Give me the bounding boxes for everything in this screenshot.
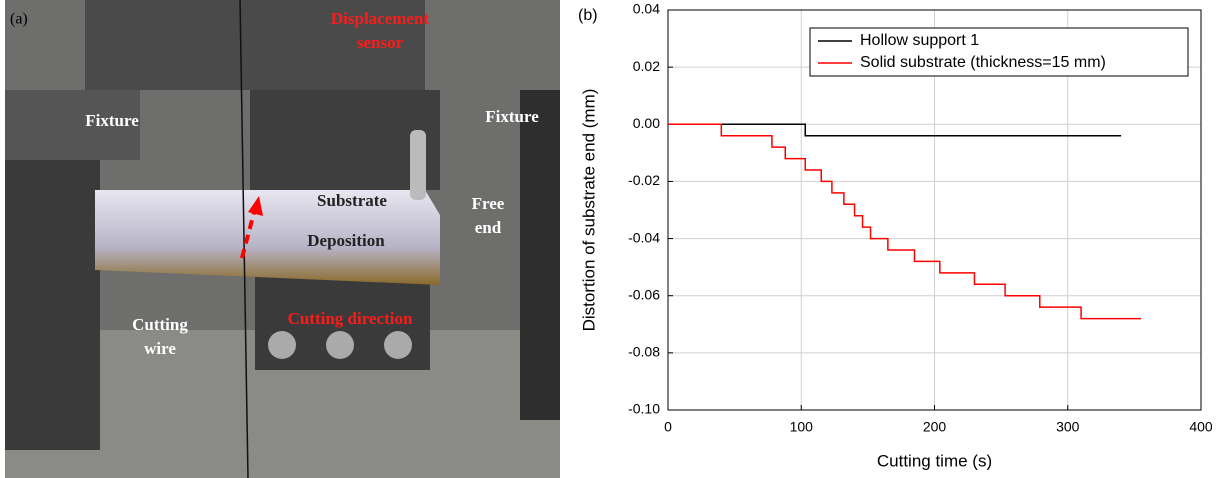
workpiece (95, 190, 440, 285)
photo-label: sensor (357, 33, 404, 52)
y-tick-label: 0.04 (633, 1, 660, 17)
y-tick-label: -0.04 (628, 229, 660, 245)
y-tick-label: -0.08 (628, 344, 660, 360)
y-tick-label: 0.00 (633, 115, 660, 131)
photo-label: wire (144, 339, 176, 358)
photo-label: Cutting direction (288, 309, 413, 328)
plot-frame (667, 9, 1202, 411)
direction-arrow (240, 204, 258, 259)
panel-label: (b) (578, 7, 598, 24)
y-axis-title: Distortion of substrate end (mm) (579, 89, 598, 332)
photo-label: Fixture (85, 111, 139, 130)
legend-box (809, 27, 1189, 77)
series-line (668, 123, 1142, 320)
chart: -0.10 -0.08 -0.06 -0.04 -0.02 0.00 0.02 0.04 0 10… (578, 1, 1213, 471)
series-line (668, 123, 1122, 137)
y-tick-label: 0.02 (633, 58, 660, 74)
legend-label: Hollow support 1 (860, 32, 979, 49)
photo-label: Deposition (307, 231, 385, 250)
x-axis-title: Cutting time (s) (877, 451, 992, 470)
x-tick-label: 200 (923, 419, 947, 435)
left-block (5, 160, 100, 450)
x-tick-label: 300 (1056, 419, 1080, 435)
y-tick-label: -0.06 (628, 286, 660, 302)
left-fixture (5, 90, 140, 160)
right-block (520, 90, 560, 420)
hole (384, 331, 412, 359)
cutting-wire (239, 0, 249, 478)
hole (268, 331, 296, 359)
legend-label: Solid substrate (thickness=15 mm) (860, 54, 1106, 71)
y-tick-label: -0.02 (628, 172, 660, 188)
photo: (a) Displacement sensor Fixture Fixture Subs… (5, 0, 560, 478)
photo-label: Cutting (132, 315, 188, 334)
arrow-head (248, 196, 263, 216)
y-tick-label: -0.10 (628, 401, 660, 417)
photo-label: Free (472, 194, 505, 213)
sensor-block (250, 90, 440, 190)
photo-label: Substrate (317, 191, 387, 210)
hole (326, 331, 354, 359)
top-block (85, 0, 425, 90)
photo-label: end (475, 218, 502, 237)
x-tick-label: 0 (664, 419, 672, 435)
x-tick-label: 400 (1189, 419, 1213, 435)
sensor-probe (410, 130, 426, 200)
x-tick-label: 100 (790, 419, 814, 435)
photo-label: Displacement (331, 9, 430, 28)
panel-label: (a) (10, 11, 28, 28)
photo-label: Fixture (485, 107, 539, 126)
